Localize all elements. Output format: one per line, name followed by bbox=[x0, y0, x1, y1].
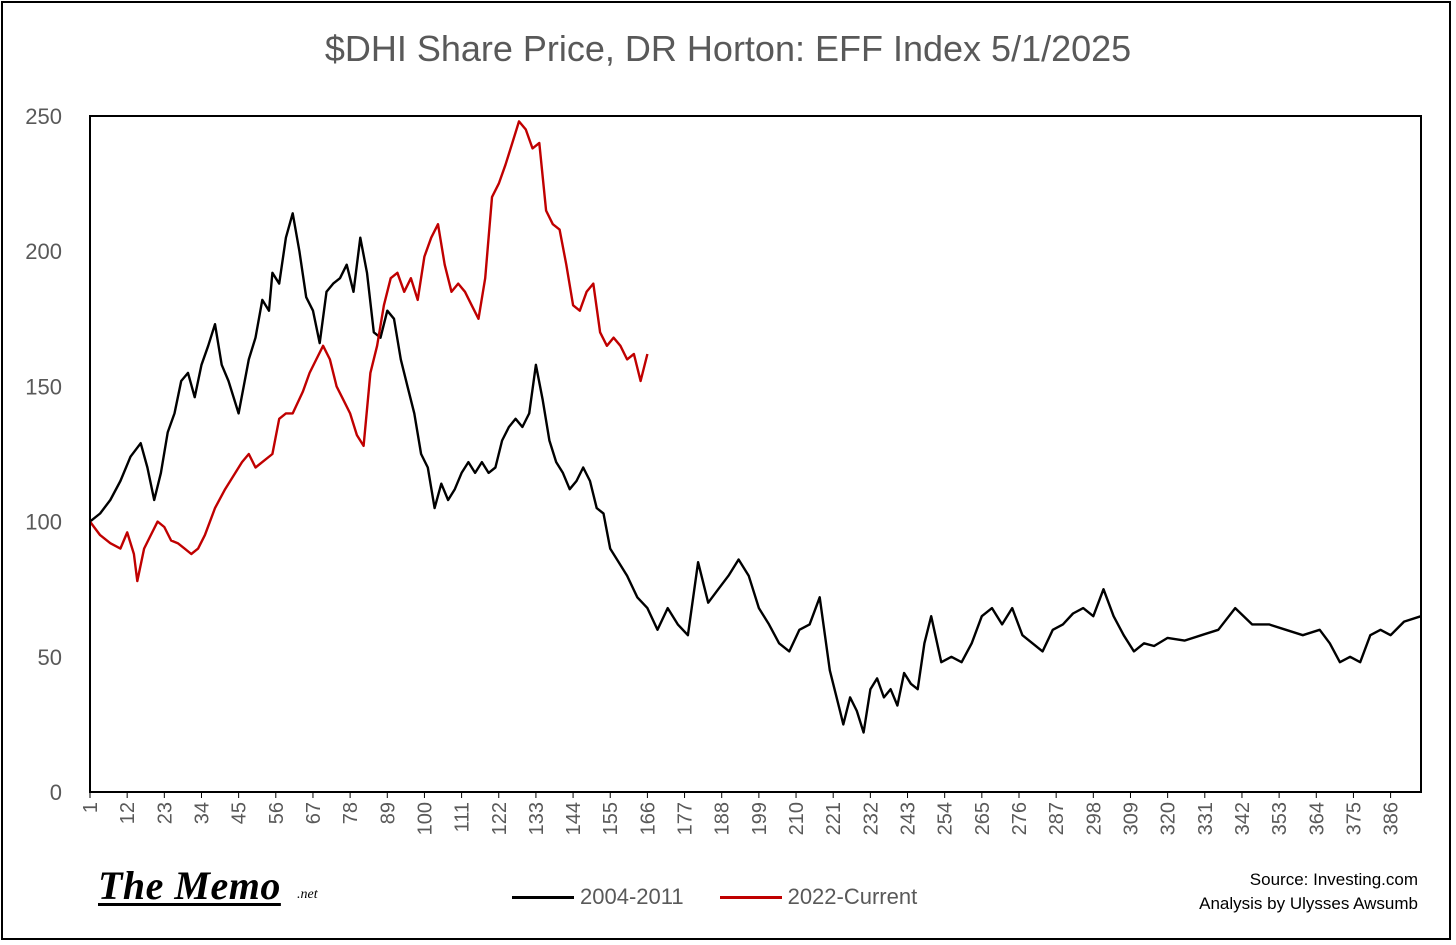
x-tick-label: 1 bbox=[80, 802, 102, 813]
x-tick-label: 23 bbox=[154, 802, 176, 824]
x-tick-label: 331 bbox=[1195, 802, 1217, 835]
x-tick-label: 276 bbox=[1009, 802, 1031, 835]
x-tick-label: 177 bbox=[675, 802, 697, 835]
x-tick-label: 144 bbox=[563, 802, 585, 835]
y-tick-label: 0 bbox=[50, 780, 62, 805]
y-axis-ticks: 0 50 100 150 200 250 bbox=[25, 104, 62, 805]
x-tick-label: 56 bbox=[266, 802, 288, 824]
y-tick-label: 50 bbox=[38, 645, 62, 670]
x-axis-ticks: 1 12 23 34 45 56 67 78 89 100 111 122 133 144 155 166 17… bbox=[80, 792, 1403, 835]
x-tick-label: 155 bbox=[600, 802, 622, 835]
y-tick-label: 100 bbox=[25, 510, 62, 535]
legend-swatch-black bbox=[512, 895, 574, 899]
series-line-2022-current bbox=[89, 120, 649, 583]
x-tick-label: 199 bbox=[749, 802, 771, 835]
x-tick-label: 122 bbox=[489, 802, 511, 835]
x-tick-label: 243 bbox=[898, 802, 920, 835]
x-tick-label: 111 bbox=[452, 802, 474, 832]
logo-domain-suffix: .net bbox=[297, 887, 318, 902]
series-line-2004-2011 bbox=[89, 212, 1422, 734]
legend-item-2004-2011: 2004-2011 bbox=[512, 884, 684, 910]
x-tick-label: 364 bbox=[1306, 802, 1328, 835]
the-memo-logo: The Memo bbox=[98, 863, 281, 908]
plot-area-border bbox=[89, 115, 1422, 793]
x-tick-label: 210 bbox=[786, 802, 808, 835]
legend-label: 2022-Current bbox=[787, 884, 918, 909]
x-tick-label: 67 bbox=[303, 802, 325, 824]
x-tick-label: 254 bbox=[935, 802, 957, 835]
x-tick-label: 265 bbox=[972, 802, 994, 835]
x-tick-label: 353 bbox=[1269, 802, 1291, 835]
x-tick-label: 287 bbox=[1046, 802, 1068, 835]
analysis-credit: Analysis by Ulysses Awsumb bbox=[1199, 894, 1418, 913]
x-tick-label: 309 bbox=[1120, 802, 1142, 835]
y-tick-label: 200 bbox=[25, 239, 62, 264]
x-tick-label: 89 bbox=[377, 802, 399, 824]
legend-item-2022-current: 2022-Current bbox=[719, 884, 918, 910]
x-tick-label: 221 bbox=[823, 802, 845, 835]
x-tick-label: 298 bbox=[1083, 802, 1105, 835]
x-tick-label: 320 bbox=[1158, 802, 1180, 835]
x-tick-label: 133 bbox=[526, 802, 548, 835]
x-tick-label: 342 bbox=[1232, 802, 1254, 835]
x-tick-label: 188 bbox=[712, 802, 734, 835]
y-tick-label: 250 bbox=[25, 104, 62, 129]
x-tick-label: 232 bbox=[860, 802, 882, 835]
source-note: Source: Investing.com Analysis by Ulysse… bbox=[1199, 868, 1418, 916]
chart-title: $DHI Share Price, DR Horton: EFF Index 5… bbox=[324, 28, 1132, 69]
x-tick-label: 375 bbox=[1343, 802, 1365, 835]
y-tick-label: 150 bbox=[25, 374, 62, 399]
x-tick-label: 12 bbox=[117, 802, 139, 824]
x-tick-label: 166 bbox=[637, 802, 659, 835]
x-tick-label: 100 bbox=[414, 802, 436, 835]
x-tick-label: 34 bbox=[191, 802, 213, 824]
source-line: Source: Investing.com bbox=[1249, 870, 1418, 889]
legend-swatch-red bbox=[719, 895, 782, 899]
x-tick-label: 78 bbox=[340, 802, 362, 824]
legend-label: 2004-2011 bbox=[580, 884, 684, 909]
x-tick-label: 386 bbox=[1381, 802, 1403, 835]
x-tick-label: 45 bbox=[229, 802, 251, 824]
chart-legend: 2004-2011 2022-Current bbox=[512, 884, 953, 910]
series-layer bbox=[89, 120, 1422, 734]
